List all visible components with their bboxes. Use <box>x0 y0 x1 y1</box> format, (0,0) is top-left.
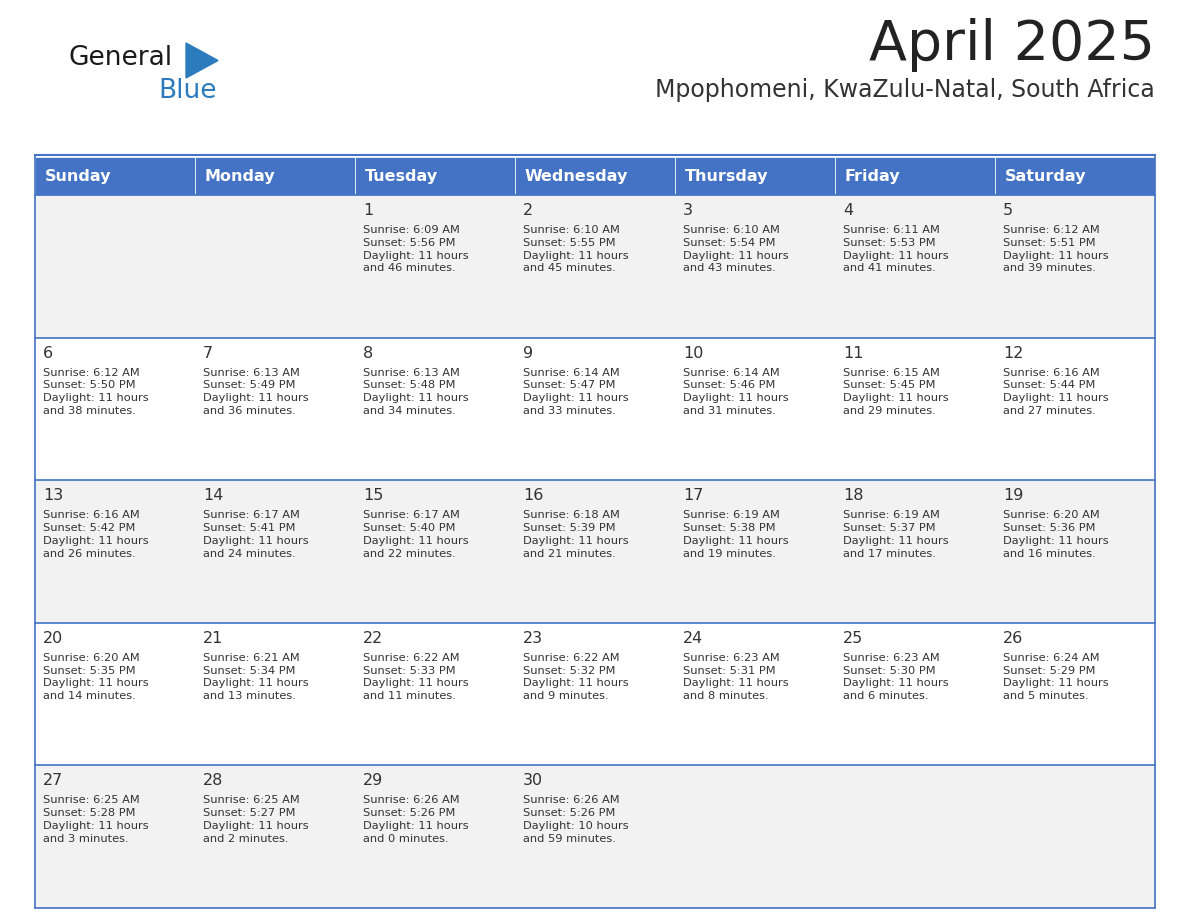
Text: 27: 27 <box>43 773 63 789</box>
Text: Sunrise: 6:17 AM
Sunset: 5:41 PM
Daylight: 11 hours
and 24 minutes.: Sunrise: 6:17 AM Sunset: 5:41 PM Dayligh… <box>203 510 309 558</box>
Bar <box>996 157 1155 195</box>
Text: Sunrise: 6:11 AM
Sunset: 5:53 PM
Daylight: 11 hours
and 41 minutes.: Sunrise: 6:11 AM Sunset: 5:53 PM Dayligh… <box>843 225 949 274</box>
Text: 6: 6 <box>43 345 53 361</box>
Bar <box>835 157 996 195</box>
Text: Sunday: Sunday <box>45 169 112 184</box>
Bar <box>34 338 1155 480</box>
Text: Sunrise: 6:12 AM
Sunset: 5:50 PM
Daylight: 11 hours
and 38 minutes.: Sunrise: 6:12 AM Sunset: 5:50 PM Dayligh… <box>43 367 148 416</box>
Text: Sunrise: 6:25 AM
Sunset: 5:28 PM
Daylight: 11 hours
and 3 minutes.: Sunrise: 6:25 AM Sunset: 5:28 PM Dayligh… <box>43 795 148 844</box>
Text: 26: 26 <box>1003 631 1023 645</box>
Text: Sunrise: 6:19 AM
Sunset: 5:38 PM
Daylight: 11 hours
and 19 minutes.: Sunrise: 6:19 AM Sunset: 5:38 PM Dayligh… <box>683 510 789 558</box>
Text: 21: 21 <box>203 631 223 645</box>
Text: Wednesday: Wednesday <box>525 169 628 184</box>
Text: 11: 11 <box>843 345 864 361</box>
Text: Sunrise: 6:23 AM
Sunset: 5:31 PM
Daylight: 11 hours
and 8 minutes.: Sunrise: 6:23 AM Sunset: 5:31 PM Dayligh… <box>683 653 789 701</box>
Text: 17: 17 <box>683 488 703 503</box>
Text: 18: 18 <box>843 488 864 503</box>
Text: Sunrise: 6:10 AM
Sunset: 5:54 PM
Daylight: 11 hours
and 43 minutes.: Sunrise: 6:10 AM Sunset: 5:54 PM Dayligh… <box>683 225 789 274</box>
Text: Sunrise: 6:18 AM
Sunset: 5:39 PM
Daylight: 11 hours
and 21 minutes.: Sunrise: 6:18 AM Sunset: 5:39 PM Dayligh… <box>523 510 628 558</box>
Text: Thursday: Thursday <box>684 169 769 184</box>
Text: Sunrise: 6:10 AM
Sunset: 5:55 PM
Daylight: 11 hours
and 45 minutes.: Sunrise: 6:10 AM Sunset: 5:55 PM Dayligh… <box>523 225 628 274</box>
Bar <box>675 157 835 195</box>
Polygon shape <box>187 43 219 78</box>
Text: Monday: Monday <box>204 169 276 184</box>
Text: 20: 20 <box>43 631 63 645</box>
Text: 23: 23 <box>523 631 543 645</box>
Text: 5: 5 <box>1003 203 1013 218</box>
Bar <box>34 195 1155 338</box>
Text: 7: 7 <box>203 345 213 361</box>
Text: 9: 9 <box>523 345 533 361</box>
Bar <box>195 157 355 195</box>
Text: 4: 4 <box>843 203 853 218</box>
Text: Tuesday: Tuesday <box>365 169 437 184</box>
Text: 24: 24 <box>683 631 703 645</box>
Text: Sunrise: 6:24 AM
Sunset: 5:29 PM
Daylight: 11 hours
and 5 minutes.: Sunrise: 6:24 AM Sunset: 5:29 PM Dayligh… <box>1003 653 1108 701</box>
Text: Sunrise: 6:19 AM
Sunset: 5:37 PM
Daylight: 11 hours
and 17 minutes.: Sunrise: 6:19 AM Sunset: 5:37 PM Dayligh… <box>843 510 949 558</box>
Bar <box>34 622 1155 766</box>
Text: 10: 10 <box>683 345 703 361</box>
Text: 15: 15 <box>364 488 384 503</box>
Text: 29: 29 <box>364 773 384 789</box>
Text: Sunrise: 6:14 AM
Sunset: 5:46 PM
Daylight: 11 hours
and 31 minutes.: Sunrise: 6:14 AM Sunset: 5:46 PM Dayligh… <box>683 367 789 416</box>
Text: 2: 2 <box>523 203 533 218</box>
Text: Sunrise: 6:26 AM
Sunset: 5:26 PM
Daylight: 11 hours
and 0 minutes.: Sunrise: 6:26 AM Sunset: 5:26 PM Dayligh… <box>364 795 468 844</box>
Text: 3: 3 <box>683 203 693 218</box>
Text: Sunrise: 6:20 AM
Sunset: 5:36 PM
Daylight: 11 hours
and 16 minutes.: Sunrise: 6:20 AM Sunset: 5:36 PM Dayligh… <box>1003 510 1108 558</box>
Text: 30: 30 <box>523 773 543 789</box>
Text: 16: 16 <box>523 488 543 503</box>
Text: 22: 22 <box>364 631 384 645</box>
Text: Saturday: Saturday <box>1005 169 1086 184</box>
Bar <box>34 480 1155 622</box>
Text: Sunrise: 6:15 AM
Sunset: 5:45 PM
Daylight: 11 hours
and 29 minutes.: Sunrise: 6:15 AM Sunset: 5:45 PM Dayligh… <box>843 367 949 416</box>
Bar <box>34 157 195 195</box>
Text: 1: 1 <box>364 203 373 218</box>
Text: Sunrise: 6:22 AM
Sunset: 5:32 PM
Daylight: 11 hours
and 9 minutes.: Sunrise: 6:22 AM Sunset: 5:32 PM Dayligh… <box>523 653 628 701</box>
Text: Friday: Friday <box>845 169 901 184</box>
Text: 28: 28 <box>203 773 223 789</box>
Text: Sunrise: 6:16 AM
Sunset: 5:44 PM
Daylight: 11 hours
and 27 minutes.: Sunrise: 6:16 AM Sunset: 5:44 PM Dayligh… <box>1003 367 1108 416</box>
Text: 14: 14 <box>203 488 223 503</box>
Bar <box>355 157 516 195</box>
Text: 12: 12 <box>1003 345 1023 361</box>
Text: Sunrise: 6:17 AM
Sunset: 5:40 PM
Daylight: 11 hours
and 22 minutes.: Sunrise: 6:17 AM Sunset: 5:40 PM Dayligh… <box>364 510 468 558</box>
Text: Sunrise: 6:22 AM
Sunset: 5:33 PM
Daylight: 11 hours
and 11 minutes.: Sunrise: 6:22 AM Sunset: 5:33 PM Dayligh… <box>364 653 468 701</box>
Bar <box>516 157 675 195</box>
Text: General: General <box>68 45 172 71</box>
Text: Sunrise: 6:21 AM
Sunset: 5:34 PM
Daylight: 11 hours
and 13 minutes.: Sunrise: 6:21 AM Sunset: 5:34 PM Dayligh… <box>203 653 309 701</box>
Text: Sunrise: 6:13 AM
Sunset: 5:49 PM
Daylight: 11 hours
and 36 minutes.: Sunrise: 6:13 AM Sunset: 5:49 PM Dayligh… <box>203 367 309 416</box>
Text: 19: 19 <box>1003 488 1023 503</box>
Text: Sunrise: 6:09 AM
Sunset: 5:56 PM
Daylight: 11 hours
and 46 minutes.: Sunrise: 6:09 AM Sunset: 5:56 PM Dayligh… <box>364 225 468 274</box>
Text: Sunrise: 6:25 AM
Sunset: 5:27 PM
Daylight: 11 hours
and 2 minutes.: Sunrise: 6:25 AM Sunset: 5:27 PM Dayligh… <box>203 795 309 844</box>
Text: 13: 13 <box>43 488 63 503</box>
Text: Sunrise: 6:13 AM
Sunset: 5:48 PM
Daylight: 11 hours
and 34 minutes.: Sunrise: 6:13 AM Sunset: 5:48 PM Dayligh… <box>364 367 468 416</box>
Text: 25: 25 <box>843 631 864 645</box>
Text: April 2025: April 2025 <box>868 18 1155 72</box>
Text: Sunrise: 6:26 AM
Sunset: 5:26 PM
Daylight: 10 hours
and 59 minutes.: Sunrise: 6:26 AM Sunset: 5:26 PM Dayligh… <box>523 795 628 844</box>
Text: Sunrise: 6:12 AM
Sunset: 5:51 PM
Daylight: 11 hours
and 39 minutes.: Sunrise: 6:12 AM Sunset: 5:51 PM Dayligh… <box>1003 225 1108 274</box>
Text: Mpophomeni, KwaZulu-Natal, South Africa: Mpophomeni, KwaZulu-Natal, South Africa <box>656 78 1155 102</box>
Text: Sunrise: 6:16 AM
Sunset: 5:42 PM
Daylight: 11 hours
and 26 minutes.: Sunrise: 6:16 AM Sunset: 5:42 PM Dayligh… <box>43 510 148 558</box>
Bar <box>34 766 1155 908</box>
Text: 8: 8 <box>364 345 373 361</box>
Text: Sunrise: 6:14 AM
Sunset: 5:47 PM
Daylight: 11 hours
and 33 minutes.: Sunrise: 6:14 AM Sunset: 5:47 PM Dayligh… <box>523 367 628 416</box>
Text: Sunrise: 6:20 AM
Sunset: 5:35 PM
Daylight: 11 hours
and 14 minutes.: Sunrise: 6:20 AM Sunset: 5:35 PM Dayligh… <box>43 653 148 701</box>
Text: Blue: Blue <box>158 78 216 104</box>
Text: Sunrise: 6:23 AM
Sunset: 5:30 PM
Daylight: 11 hours
and 6 minutes.: Sunrise: 6:23 AM Sunset: 5:30 PM Dayligh… <box>843 653 949 701</box>
